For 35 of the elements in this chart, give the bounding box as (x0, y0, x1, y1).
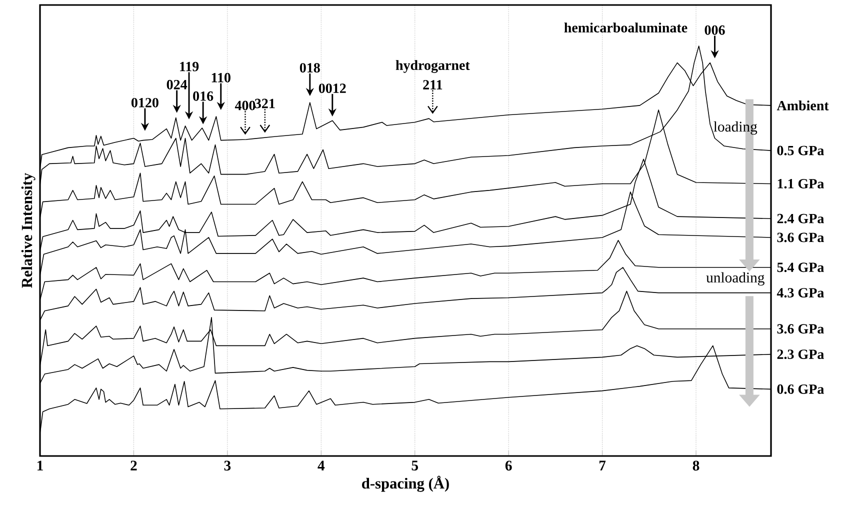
x-tick-label: 6 (505, 460, 512, 471)
x-axis-title: d-spacing (Å) (362, 476, 449, 492)
annotation: 321 (254, 98, 275, 108)
y-axis-title: Relative Intensity (21, 172, 36, 288)
annotation: 024 (166, 80, 188, 90)
annotation: unloading (706, 272, 764, 286)
text: 006 (704, 25, 725, 35)
annotation: 0120 (131, 98, 158, 108)
x-tick-label: 8 (692, 460, 700, 471)
annotation: 018 (300, 63, 320, 73)
series-label: 2.4 GPa (777, 214, 824, 224)
annotation: 211 (423, 80, 442, 90)
annotation: 110 (212, 72, 230, 82)
x-tick-label: 4 (318, 460, 325, 470)
x-tick-label: 3 (224, 460, 231, 471)
series-label: 3.6 GPa (777, 324, 824, 334)
series-label: Ambient (776, 100, 829, 110)
annotation: hydrogarnet (396, 60, 470, 73)
annotation: 016 (193, 91, 214, 101)
annotation: 400 (234, 100, 256, 110)
series-label: 2.3 GPa (777, 350, 824, 360)
text: hemicarboaluminate (564, 22, 688, 32)
series-label: 3.6 GPa (777, 232, 824, 242)
annotation: loading (714, 121, 758, 135)
series-label: 0.5 GPa (777, 146, 824, 156)
x-tick-label: 1 (38, 460, 43, 470)
series-label: 1.1 GPa (778, 179, 824, 188)
x-tick-label: 5 (412, 460, 418, 470)
annotation: 119 (180, 62, 199, 72)
series-label: 5.4 GPa (777, 262, 824, 272)
x-tick-label: 7 (599, 460, 606, 470)
series-label: 4.3 GPa (776, 288, 824, 298)
x-tick-label: 2 (130, 460, 137, 470)
series-label: 0.6 GPa (777, 384, 824, 394)
annotation: 0012 (318, 84, 346, 94)
